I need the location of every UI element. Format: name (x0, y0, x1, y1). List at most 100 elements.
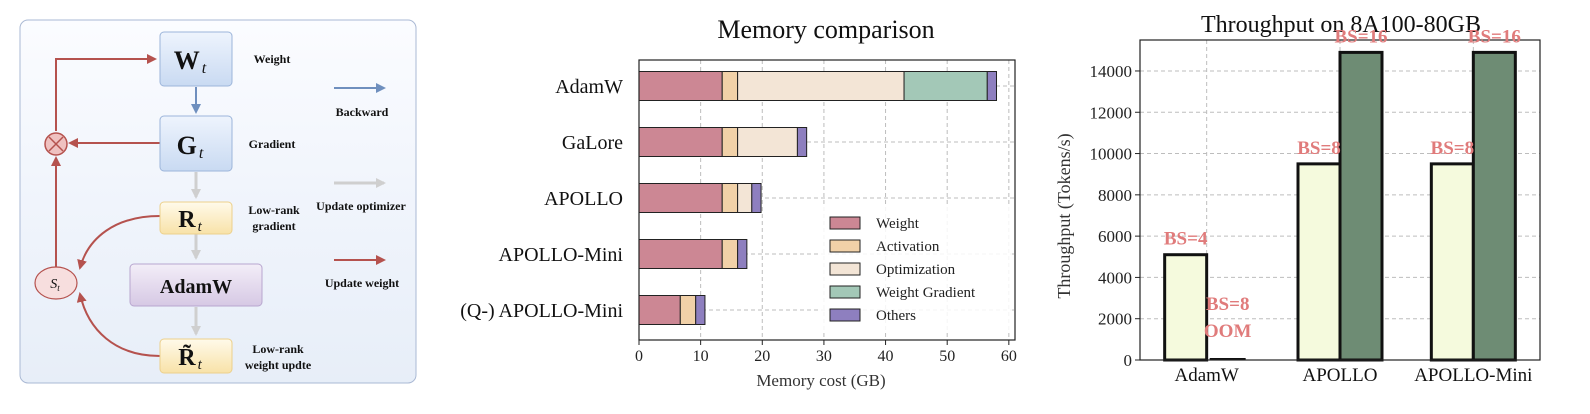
throughput-y-axis-label: Throughput (Tokens/s) (1054, 133, 1075, 298)
memory-legend-swatch (829, 262, 861, 276)
memory-bar-segment (903, 71, 988, 101)
memory-chart-title: Memory comparison (717, 15, 934, 44)
throughput-chart-title: Throughput on 8A100-80GB (1201, 12, 1481, 38)
multiply-icon-stroke (48, 136, 64, 152)
node-rt-box (159, 338, 233, 374)
node-rt-label: R̃ t (178, 345, 202, 373)
node-adamw-box (129, 263, 263, 307)
memory-category-label: APOLLO (544, 188, 623, 210)
arrow-r-to-s (77, 215, 161, 270)
memory-x-tick-label: 10 (693, 348, 709, 365)
memory-category-label: AdamW (555, 76, 623, 98)
memory-legend-label: Others (876, 308, 916, 324)
memory-category-label: GaLore (562, 132, 623, 154)
arrow-rt-to-s (76, 292, 161, 357)
node-rt-desc-line1: Low-rank (252, 342, 304, 356)
throughput-plot-frame (1139, 39, 1541, 361)
throughput-bar-label: OOM (1204, 321, 1252, 342)
memory-x-tick-label: 30 (816, 348, 832, 365)
node-w-box (159, 31, 233, 87)
throughput-category-labels: AdamW APOLLO APOLLO-Mini (1174, 365, 1532, 386)
throughput-y-tick-label: 0 (1124, 351, 1133, 370)
memory-x-axis-label: Memory cost (GB) (756, 371, 885, 390)
node-g-desc: Gradient (249, 137, 296, 151)
throughput-bar (1296, 162, 1342, 362)
memory-bar-segment (638, 127, 723, 157)
memory-bar-segment (737, 239, 748, 269)
memory-category-label: APOLLO-Mini (499, 244, 624, 266)
memory-category-labels: AdamW GaLore APOLLO APOLLO-Mini (Q-) APOLLO-… (460, 76, 623, 322)
throughput-y-tick-label: 12000 (1090, 103, 1133, 122)
throughput-y-tick-label: 4000 (1098, 268, 1132, 287)
throughput-chart: Throughput on 8A100-80GB 0 2000 4000 6000 80… (1054, 12, 1541, 386)
legend-update-weight-label: Update weight (325, 276, 399, 290)
node-s (34, 266, 78, 300)
memory-bar-segment (721, 127, 739, 157)
memory-legend-label: Optimization (876, 262, 956, 278)
node-r-desc-line1: Low-rank (248, 203, 300, 217)
throughput-bar-label: BS=8 (1297, 138, 1341, 159)
memory-x-tick-label: 60 (1001, 348, 1017, 365)
throughput-category-label: APOLLO (1303, 365, 1378, 386)
throughput-y-tick-label: 14000 (1090, 62, 1133, 81)
memory-bar-segment (695, 295, 706, 325)
memory-bar-segment (796, 127, 808, 157)
memory-bars (638, 71, 998, 325)
legend-optimizer-label: Update optimizer (316, 199, 406, 213)
node-s-label: St (50, 277, 60, 293)
throughput-bar (1163, 253, 1209, 362)
memory-legend-label: Activation (876, 239, 940, 255)
node-rt-desc-line2: weight updte (245, 358, 312, 372)
memory-bar-segment (721, 71, 739, 101)
memory-bar-segment (737, 71, 905, 101)
node-adamw-label: AdamW (160, 276, 232, 298)
node-g-box (159, 115, 233, 172)
memory-bar-segment (638, 183, 723, 213)
memory-legend-swatch (829, 285, 861, 299)
memory-bar-segment (679, 295, 697, 325)
legend-backward-label: Backward (336, 105, 389, 119)
memory-bar-segment (721, 183, 739, 213)
memory-x-tick-label: 20 (754, 348, 770, 365)
throughput-bar (1338, 50, 1384, 362)
memory-x-tick-label: 50 (939, 348, 955, 365)
throughput-category-label: APOLLO-Mini (1414, 365, 1532, 386)
memory-x-tick-label: 40 (878, 348, 894, 365)
node-w-desc: Weight (254, 52, 291, 66)
memory-bar-segment (737, 183, 753, 213)
memory-bar-segment (638, 239, 723, 269)
throughput-bar-label: BS=4 (1164, 229, 1208, 250)
memory-legend-swatch (829, 216, 861, 230)
throughput-bar (1429, 162, 1475, 362)
memory-bar-segment (751, 183, 762, 213)
memory-x-tick-label: 0 (635, 348, 643, 365)
throughput-bar-label: BS=8 (1431, 138, 1475, 159)
memory-bar-segment (638, 71, 723, 101)
throughput-bar (1471, 50, 1517, 362)
memory-legend-swatch (829, 308, 861, 322)
arrow-multiply-to-w (55, 54, 157, 131)
memory-bar-segment (721, 239, 739, 269)
throughput-y-tick-label: 6000 (1098, 227, 1132, 246)
memory-legend: Weight Activation Optimization Weight Gradi… (818, 207, 1012, 331)
throughput-y-tick-label: 2000 (1098, 310, 1132, 329)
memory-plot-frame (638, 59, 1016, 341)
memory-legend-label: Weight (876, 216, 920, 232)
memory-legend-label: Weight Gradient (876, 285, 976, 301)
node-r-desc-line2: gradient (252, 219, 295, 233)
throughput-y-tick-label: 8000 (1098, 186, 1132, 205)
throughput-y-ticks: 0 2000 4000 6000 8000 10000 12000 14000 (1090, 62, 1140, 370)
node-r-box (159, 201, 233, 235)
throughput-bar-label: BS=16 (1334, 26, 1387, 47)
memory-bar-segment (638, 295, 681, 325)
memory-chart: Memory comparison AdamW GaLore APOLLO APOLL… (460, 15, 1017, 390)
memory-category-label: (Q-) APOLLO-Mini (460, 300, 623, 322)
memory-x-ticks: 0 10 20 30 40 50 60 (635, 340, 1017, 365)
memory-bar-segment (986, 71, 998, 101)
throughput-bar-label: BS=16 (1468, 26, 1521, 47)
